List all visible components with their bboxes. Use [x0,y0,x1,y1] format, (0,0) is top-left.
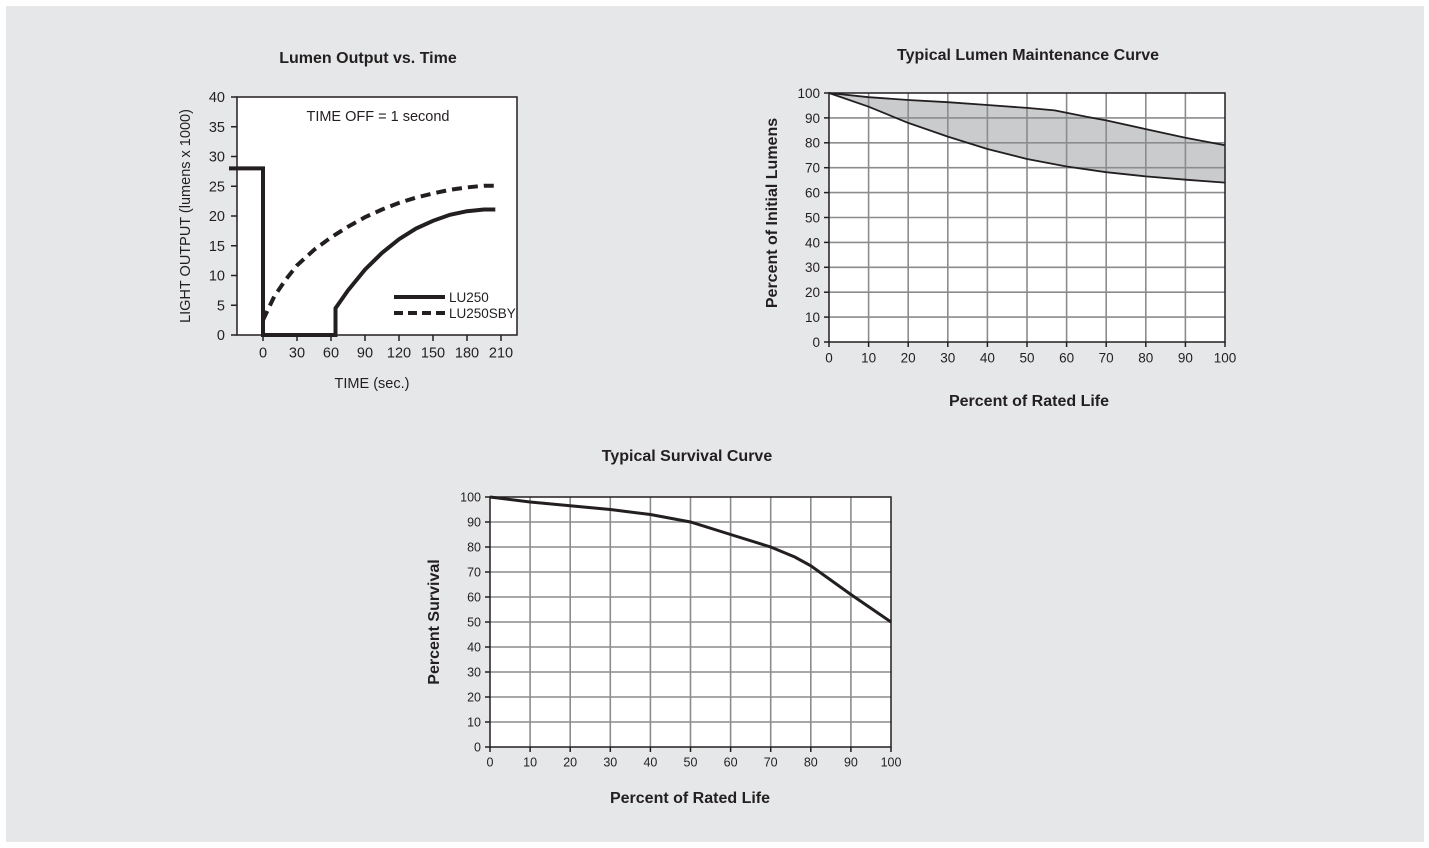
y-tick-label: 70 [805,161,820,176]
x-tick-label: 40 [980,351,995,366]
x-tick-label: 0 [825,351,833,366]
chart1-x-axis-title: TIME (sec.) [335,376,410,392]
y-tick-label: 25 [209,179,225,195]
y-tick-label: 0 [812,335,820,350]
chart2-y-ticks: 0 10 20 30 40 50 60 70 80 90 100 [797,86,829,350]
y-tick-label: 0 [474,741,481,755]
y-tick-label: 20 [209,209,225,225]
x-tick-label: 100 [1214,351,1237,366]
chart3-title: Typical Survival Curve [602,448,773,465]
y-tick-label: 40 [805,235,820,250]
chart1-y-ticks: 0 5 10 15 20 25 30 35 40 [209,90,237,344]
x-tick-label: 80 [804,756,818,770]
chart3-x-axis-title: Percent of Rated Life [610,790,770,807]
chart1-series-lu250-line [229,166,496,337]
y-tick-label: 20 [805,285,820,300]
chart1-plot-area [236,96,518,336]
y-tick-label: 0 [217,328,225,344]
chart-survival: Typical Survival Curve 0 10 20 30 40 50 60 70 80… [426,448,901,807]
chart2-x-ticks: 0 10 20 30 40 50 60 70 80 90 100 [825,342,1236,366]
x-tick-label: 60 [724,756,738,770]
chart1-annotation: TIME OFF = 1 second [306,109,449,125]
x-tick-label: 90 [357,346,373,362]
y-tick-label: 50 [805,210,820,225]
legend-label-lu250sby: LU250SBY [449,306,516,321]
chart2-title: Typical Lumen Maintenance Curve [897,47,1159,64]
chart3-y-ticks: 0 10 20 30 40 50 60 70 80 90 100 [460,491,490,755]
chart1-x-ticks: 0 30 60 90 120 150 180 210 [259,335,513,362]
x-tick-label: 30 [603,756,617,770]
y-tick-label: 40 [467,641,481,655]
x-tick-label: 90 [844,756,858,770]
x-tick-label: 60 [1059,351,1074,366]
x-tick-label: 180 [455,346,479,362]
x-tick-label: 210 [489,346,513,362]
chart2-upper-curve [828,92,1226,147]
chart-lumen-output: Lumen Output vs. Time 0 5 10 15 20 25 30 35 40 0… [178,50,518,392]
x-tick-label: 70 [764,756,778,770]
chart2-y-axis-title: Percent of Initial Lumens [764,118,781,308]
y-tick-label: 80 [467,541,481,555]
chart2-lower-curve [828,92,1226,184]
chart3-y-axis-title: Percent Survival [426,559,443,684]
y-tick-label: 35 [209,120,225,136]
chart3-grid [490,497,891,747]
x-tick-label: 10 [861,351,876,366]
y-tick-label: 30 [467,666,481,680]
legend-label-lu250: LU250 [449,290,489,305]
x-tick-label: 40 [643,756,657,770]
x-tick-label: 70 [1099,351,1114,366]
chart3-x-ticks: 0 10 20 30 40 50 60 70 80 90 100 [487,747,902,770]
x-tick-label: 10 [523,756,537,770]
x-tick-label: 150 [421,346,445,362]
x-tick-label: 90 [1178,351,1193,366]
y-tick-label: 60 [805,185,820,200]
y-tick-label: 5 [217,298,225,314]
x-tick-label: 20 [563,756,577,770]
chart3-survival-line [489,495,892,624]
y-tick-label: 60 [467,591,481,605]
chart1-title: Lumen Output vs. Time [279,50,457,67]
y-tick-label: 30 [805,260,820,275]
x-tick-label: 30 [940,351,955,366]
y-tick-label: 40 [209,90,225,106]
y-tick-label: 90 [805,111,820,126]
x-tick-label: 120 [387,346,411,362]
y-tick-label: 10 [805,310,820,325]
x-tick-label: 30 [289,346,305,362]
y-tick-label: 70 [467,566,481,580]
y-tick-label: 30 [209,150,225,166]
x-tick-label: 0 [487,756,494,770]
y-tick-label: 90 [467,516,481,530]
chart-lumen-maintenance: Typical Lumen Maintenance Curve 0 10 20 30 4… [764,47,1236,410]
y-tick-label: 10 [467,716,481,730]
x-tick-label: 50 [1019,351,1034,366]
chart2-x-axis-title: Percent of Rated Life [949,393,1109,410]
y-tick-label: 100 [460,491,481,505]
y-tick-label: 20 [467,691,481,705]
x-tick-label: 50 [684,756,698,770]
chart1-y-axis-title: LIGHT OUTPUT (lumens x 1000) [178,109,194,323]
x-tick-label: 20 [901,351,916,366]
y-tick-label: 15 [209,239,225,255]
x-tick-label: 0 [259,346,267,362]
chart2-grid [829,93,1225,342]
chart1-legend: LU250 LU250SBY [394,290,516,321]
y-tick-label: 100 [797,86,820,101]
y-tick-label: 10 [209,269,225,285]
x-tick-label: 80 [1138,351,1153,366]
x-tick-label: 100 [881,756,902,770]
y-tick-label: 50 [467,616,481,630]
y-tick-label: 80 [805,136,820,151]
x-tick-label: 60 [323,346,339,362]
chart1-series-lu250sby-line [261,183,496,321]
